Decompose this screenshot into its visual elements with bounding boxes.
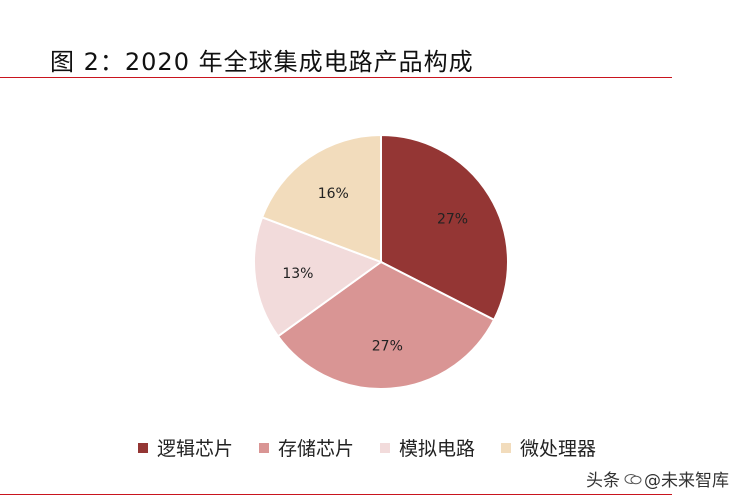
legend-label: 存储芯片 [278, 438, 355, 460]
watermark-prefix: 头条 [586, 471, 620, 491]
legend-label: 逻辑芯片 [157, 438, 234, 460]
bottom-divider [0, 494, 672, 495]
watermark: 头条 @未来智库 [586, 466, 729, 491]
slice-label-2: 27% [372, 339, 403, 355]
legend-swatch [380, 442, 391, 453]
legend-swatch [501, 442, 512, 453]
figure-title: 图 2：2020 年全球集成电路产品构成 [50, 48, 474, 76]
slice-label-4: 16% [318, 186, 349, 202]
legend-swatch [259, 442, 270, 453]
chart-legend: 逻辑芯片 存储芯片 模拟电路 微处理器 [138, 434, 622, 461]
chat-bubble-icon [624, 473, 642, 484]
legend-label: 微处理器 [520, 438, 597, 460]
legend-item-1: 逻辑芯片 [138, 434, 233, 461]
legend-label: 模拟电路 [399, 438, 476, 460]
slice-label-3: 13% [282, 266, 313, 282]
watermark-handle: @未来智库 [644, 471, 729, 491]
legend-item-3: 模拟电路 [380, 434, 475, 461]
pie-slice-3 [253, 216, 384, 338]
slice-label-1: 27% [437, 211, 468, 227]
pie-slice-1 [380, 133, 509, 322]
pie-slice-4 [260, 133, 382, 264]
pie-slice-2 [276, 260, 496, 390]
legend-item-2: 存储芯片 [259, 434, 354, 461]
legend-swatch [138, 442, 148, 453]
title-divider [0, 77, 672, 78]
legend-item-4: 微处理器 [501, 434, 596, 461]
